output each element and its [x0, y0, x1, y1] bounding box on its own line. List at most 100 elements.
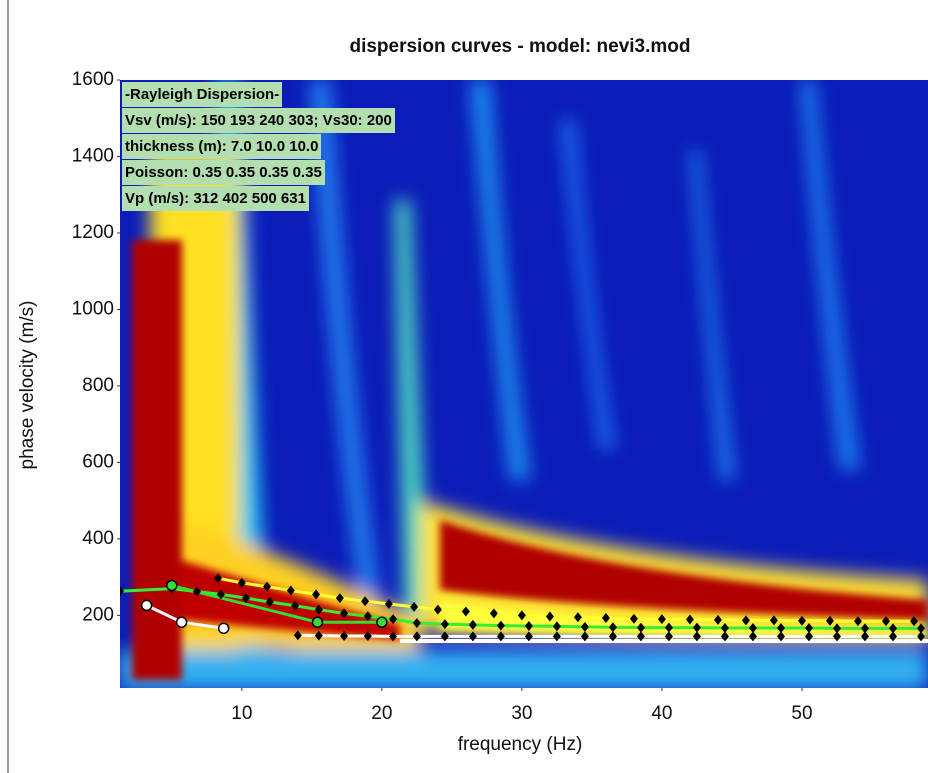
point [692, 631, 701, 642]
point [832, 631, 841, 642]
point [804, 631, 813, 642]
point [552, 621, 561, 632]
point [242, 593, 251, 604]
point [214, 573, 223, 584]
overlay [120, 573, 925, 642]
point [433, 604, 442, 615]
point [524, 631, 533, 642]
y-tick-label: 1200 [72, 222, 114, 243]
point [580, 631, 589, 642]
point [363, 630, 372, 641]
point [601, 613, 610, 624]
point [776, 622, 785, 633]
point [608, 622, 617, 633]
point [384, 598, 393, 609]
point [888, 623, 897, 634]
y-axis-label: phase velocity (m/s) [17, 301, 38, 470]
point [291, 600, 300, 611]
point [489, 608, 498, 619]
point [440, 619, 449, 630]
point [524, 621, 533, 632]
point [335, 593, 344, 604]
point [361, 596, 370, 607]
point [340, 630, 349, 641]
point [720, 631, 729, 642]
x-tick-label: 50 [791, 703, 812, 724]
point [468, 631, 477, 642]
y-tick-label: 800 [82, 375, 114, 396]
point [311, 616, 324, 628]
chart-title: dispersion curves - model: nevi3.mod [349, 36, 690, 57]
point [263, 581, 272, 592]
point [608, 631, 617, 642]
point [692, 622, 701, 633]
point [713, 614, 722, 625]
y-tick-label: 600 [82, 451, 114, 472]
point [496, 620, 505, 631]
point [517, 610, 526, 621]
point [175, 616, 188, 628]
point [804, 622, 813, 633]
curve [120, 587, 921, 630]
point [376, 616, 388, 628]
annotation: -Rayleigh Dispersion- [122, 82, 283, 107]
y-tick-label: 1400 [72, 145, 114, 166]
point [916, 631, 925, 642]
point [312, 589, 321, 600]
point [629, 613, 638, 624]
point [825, 615, 834, 626]
point [412, 631, 421, 642]
point [412, 617, 421, 628]
point [193, 586, 202, 597]
point [166, 579, 178, 592]
point [217, 622, 230, 635]
point [314, 630, 323, 641]
point [552, 631, 561, 642]
point [389, 631, 398, 642]
point [468, 619, 477, 630]
point [216, 589, 225, 600]
point [860, 631, 869, 642]
point [314, 604, 323, 615]
point [237, 577, 246, 588]
point [888, 631, 897, 642]
point [748, 631, 757, 642]
point [340, 608, 349, 619]
x-tick-label: 10 [231, 703, 252, 724]
x-axis-label: frequency (Hz) [458, 734, 583, 755]
annotation: Vp (m/s): 312 402 500 631 [122, 186, 309, 211]
point [797, 615, 806, 626]
y-tick-label: 1600 [72, 69, 114, 90]
point [916, 623, 925, 634]
point [496, 631, 505, 642]
point [293, 630, 302, 641]
point [685, 614, 694, 625]
point [881, 616, 890, 627]
point [545, 611, 554, 622]
point [720, 622, 729, 633]
point [657, 614, 666, 625]
annotation: Poisson: 0.35 0.35 0.35 0.35 [122, 160, 325, 185]
point [776, 631, 785, 642]
point [140, 599, 153, 612]
point [636, 631, 645, 642]
x-tick-label: 30 [511, 703, 532, 724]
point [580, 621, 589, 632]
y-tick-label: 200 [82, 604, 114, 625]
point [664, 631, 673, 642]
y-tick-label: 400 [82, 528, 114, 549]
point [664, 622, 673, 633]
point [461, 606, 470, 617]
point [573, 612, 582, 623]
point [410, 601, 419, 612]
x-tick-label: 20 [371, 703, 392, 724]
annotation: thickness (m): 7.0 10.0 10.0 [122, 134, 322, 159]
point [389, 614, 398, 625]
point [860, 623, 869, 634]
annotation: Vsv (m/s): 150 193 240 303; Vs30: 200 [122, 108, 395, 133]
point [440, 631, 449, 642]
point [363, 611, 372, 622]
point [120, 586, 124, 597]
point [286, 585, 295, 596]
